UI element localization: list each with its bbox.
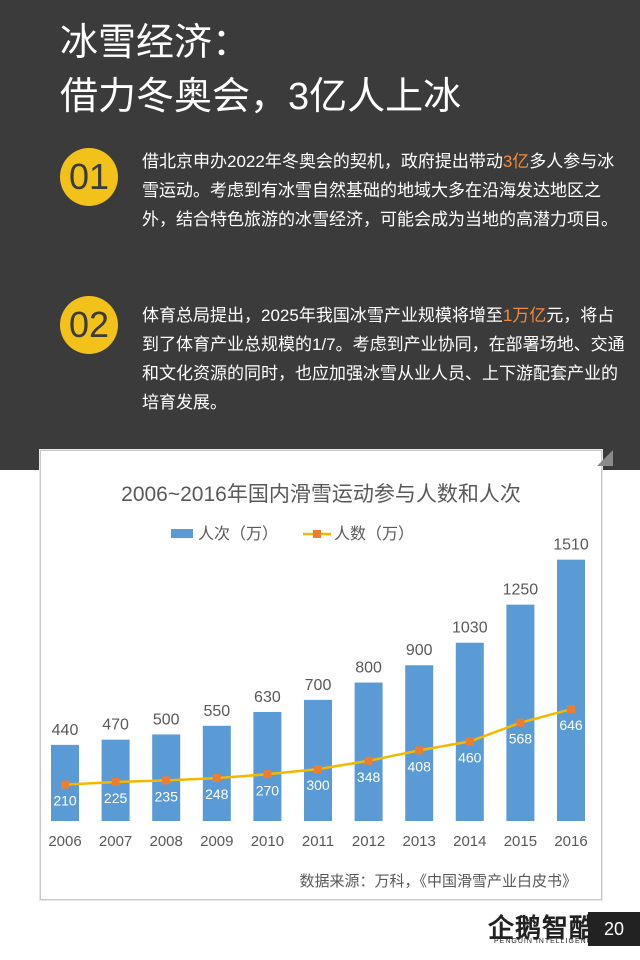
line-point <box>61 780 69 789</box>
x-tick-label: 2011 <box>302 833 334 850</box>
line-value-label: 408 <box>408 758 432 774</box>
line-value-label: 460 <box>458 749 482 765</box>
line-point <box>212 774 221 783</box>
header-panel <box>0 0 640 470</box>
line-point <box>162 776 171 785</box>
logo: 企鹅智酷 <box>488 913 597 943</box>
bar-value-label: 900 <box>406 642 433 659</box>
bar-value-label: 550 <box>203 703 230 720</box>
legend-label-bar: 人次（万） <box>198 525 278 543</box>
point-number-badge: 02 <box>60 296 118 354</box>
x-tick-label: 2014 <box>453 833 486 850</box>
x-tick-label: 2008 <box>150 833 183 850</box>
bar-value-label: 630 <box>254 689 281 706</box>
bar <box>506 604 535 821</box>
chart-legend: 人次（万） 人数（万） <box>171 525 414 543</box>
bar <box>304 699 332 821</box>
bar-value-label: 1250 <box>503 582 539 599</box>
bar-value-label: 1510 <box>553 537 589 554</box>
chart-card: 2006~2016年国内滑雪运动参与人数和人次 人次（万） 人数（万） 440 4… <box>40 450 602 900</box>
bar <box>405 665 434 821</box>
bar-value-label: 470 <box>102 717 129 734</box>
line-value-label: 270 <box>256 782 280 798</box>
line-point <box>111 778 120 787</box>
point-text-after: 元，将占到了体育产业总规模的1/7。考虑到产业协同，在部署场地、交通和文化资源的… <box>142 306 625 412</box>
line-value-label: 235 <box>155 788 179 804</box>
bar <box>455 642 484 821</box>
line-point <box>516 718 525 727</box>
chart-title: 2006~2016年国内滑雪运动参与人数和人次 <box>121 483 521 506</box>
point-text: 体育总局提出，2025年我国冰雪产业规模将增至1万亿元，将占到了体育产业总规模的… <box>142 301 627 417</box>
line-value-label: 300 <box>306 777 330 793</box>
x-tick-label: 2007 <box>99 833 132 850</box>
line-point <box>465 737 474 746</box>
point-text-before: 借北京申办2022年冬奥会的契机，政府提出带动 <box>142 152 503 171</box>
bar <box>557 559 585 821</box>
legend-label-line: 人数（万） <box>334 525 414 543</box>
bar <box>253 711 282 821</box>
line-point <box>263 770 272 779</box>
line-point <box>364 756 373 765</box>
line-value-label: 568 <box>509 731 533 747</box>
point-number-badge: 01 <box>60 148 118 206</box>
line-value-label: 210 <box>53 793 77 809</box>
line-point <box>314 765 322 774</box>
legend-bar-swatch <box>171 529 193 538</box>
bar <box>354 682 383 821</box>
page-title-line1: 冰雪经济： <box>60 22 251 64</box>
line-value-label: 248 <box>205 786 229 802</box>
x-tick-label: 2015 <box>504 833 537 850</box>
line-value-label: 225 <box>104 790 128 806</box>
point-highlight: 3亿 <box>502 152 530 171</box>
x-tick-label: 2010 <box>251 833 284 850</box>
bar-value-label: 500 <box>153 711 180 728</box>
page-title-line2: 借力冬奥会，3亿人上冰 <box>60 76 462 118</box>
x-tick-label: 2016 <box>554 833 587 850</box>
legend-marker-swatch <box>313 530 321 538</box>
bar-value-label: 440 <box>52 722 79 739</box>
x-tick-label: 2006 <box>48 833 81 850</box>
page-number: 20 <box>588 912 640 946</box>
point-text: 借北京申办2022年冬奥会的契机，政府提出带动3亿多人参与冰雪运动。考虑到有冰雪… <box>142 147 627 234</box>
x-tick-label: 2009 <box>200 833 233 850</box>
bar-value-label: 800 <box>355 660 382 677</box>
chart-source: 数据来源：万科，《中国滑雪产业白皮书》 <box>299 873 577 890</box>
chart-svg: 2006~2016年国内滑雪运动参与人数和人次 人次（万） 人数（万） 440 4… <box>48 483 589 890</box>
bar-value-label: 700 <box>305 677 332 694</box>
card-corner-fold <box>597 450 613 466</box>
line-point <box>567 705 575 714</box>
logo-subtitle: PENGUIN INTELLIGENCE <box>494 938 599 945</box>
x-tick-label: 2013 <box>403 833 436 850</box>
bar <box>202 725 231 821</box>
x-tick-label: 2012 <box>352 833 385 850</box>
point-highlight: 1万亿 <box>502 306 547 325</box>
point-text-after: 多人参与冰雪运动。考虑到有冰雪自然基础的地域大多在沿海发达地区之外，结合特色旅游… <box>142 152 618 229</box>
line-value-label: 646 <box>559 717 583 733</box>
line-value-label: 348 <box>357 769 381 785</box>
line-point <box>415 746 424 755</box>
point-text-before: 体育总局提出，2025年我国冰雪产业规模将增至 <box>142 306 503 325</box>
bar-value-label: 1030 <box>452 620 488 637</box>
